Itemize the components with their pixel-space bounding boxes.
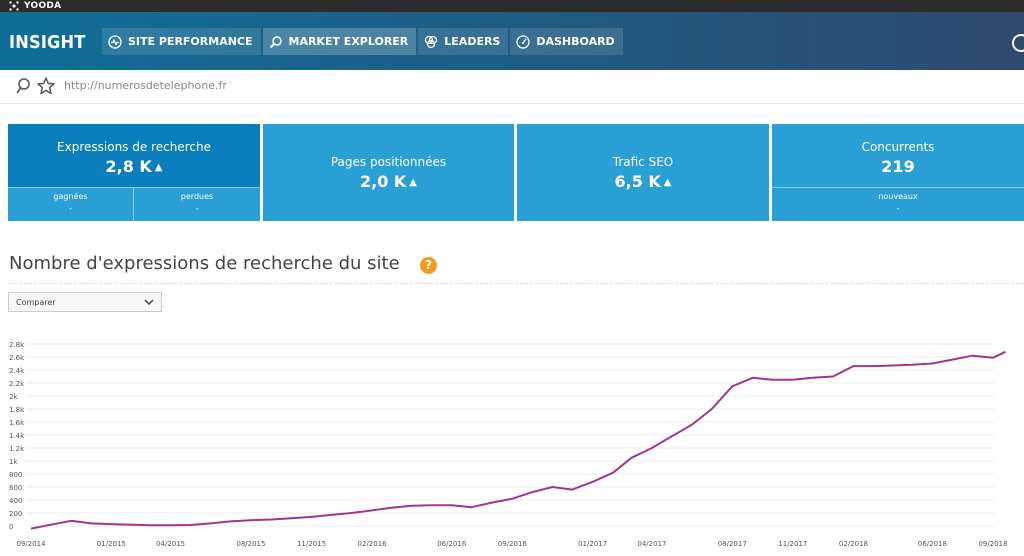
power-icon[interactable] <box>1012 34 1024 52</box>
kpi-sub-new: nouveaux - <box>772 187 1024 221</box>
kpi-title: Trafic SEO <box>612 155 674 169</box>
brand-name: YOODA <box>24 1 62 11</box>
y-tick-label: 2.8k <box>9 341 25 349</box>
kpi-value: 219 <box>881 157 915 176</box>
magnifier-icon <box>269 35 282 48</box>
trend-up-icon: ▲ <box>409 177 417 188</box>
kpi-title: Expressions de recherche <box>57 140 211 154</box>
chevron-down-icon <box>144 299 154 306</box>
x-tick-label: 11/2017 <box>778 540 807 548</box>
line-chart: 0 200 400 600 800 1k 1.2k 1.4k 1.6k 1.8k 2k 2.2k 2.4… <box>9 341 1008 548</box>
compare-label: Comparer <box>16 298 56 307</box>
nav-label: MARKET EXPLORER <box>288 35 409 48</box>
nav-dashboard[interactable]: DASHBOARD <box>510 28 623 55</box>
main-nav: SITE PERFORMANCE MARKET EXPLORER LEADERS… <box>102 28 625 55</box>
search-icon[interactable] <box>16 78 30 94</box>
trend-up-icon: ▲ <box>154 162 163 173</box>
circles-icon <box>425 35 438 48</box>
y-tick-label: 1.8k <box>9 406 25 414</box>
x-tick-label: 04/2015 <box>156 540 185 548</box>
y-tick-label: 1.6k <box>9 419 25 427</box>
app-title[interactable]: INSIGHT <box>9 32 86 53</box>
x-tick-label: 09/2014 <box>16 540 46 548</box>
x-tick-label: 09/2016 <box>498 540 528 548</box>
series-line <box>30 350 1006 530</box>
y-tick-label: 800 <box>9 471 22 479</box>
x-tick-label: 04/2017 <box>637 540 666 548</box>
x-tick-label: 02/2018 <box>839 540 868 548</box>
y-tick-label: 1.4k <box>9 432 25 440</box>
x-tick-label: 08/2015 <box>236 540 265 548</box>
kpi-value: 2,8 K ▲ <box>105 157 163 176</box>
x-tick-label: 01/2017 <box>578 540 607 548</box>
kpi-value: 6,5 K ▲ <box>614 172 672 191</box>
trend-up-icon: ▲ <box>663 177 672 188</box>
y-tick-label: 0 <box>9 523 13 531</box>
y-tick-label: 600 <box>9 484 22 492</box>
kpi-row: Expressions de recherche 2,8 K ▲ gagnées … <box>8 124 1024 221</box>
y-tick-label: 200 <box>9 510 22 518</box>
y-tick-label: 1k <box>9 458 18 466</box>
divider <box>9 283 1024 284</box>
kpi-sub-lost: perdues - <box>134 187 260 221</box>
url-bar: http://numerosdetelephone.fr <box>0 70 1024 104</box>
kpi-title: Pages positionnées <box>330 155 447 169</box>
site-url: http://numerosdetelephone.fr <box>64 79 227 92</box>
x-tick-label: 08/2017 <box>718 540 747 548</box>
x-tick-label: 02/2016 <box>358 540 388 548</box>
kpi-title: Concurrents <box>861 140 935 154</box>
y-tick-label: 2.4k <box>9 367 25 375</box>
nav-market-explorer[interactable]: MARKET EXPLORER <box>262 28 417 55</box>
section-title: Nombre d'expressions de recherche du sit… <box>9 253 400 274</box>
kpi-expressions[interactable]: Expressions de recherche 2,8 K ▲ gagnées … <box>8 124 260 221</box>
gauge-icon <box>516 34 531 49</box>
y-tick-label: 1.2k <box>9 445 25 453</box>
y-tick-label: 2.6k <box>9 354 25 362</box>
nav-label: DASHBOARD <box>536 35 615 48</box>
y-tick-label: 2k <box>9 393 18 401</box>
y-tick-label: 2.2k <box>9 380 25 388</box>
kpi-traffic[interactable]: Trafic SEO 6,5 K ▲ <box>517 124 769 221</box>
x-tick-label: 11/2015 <box>297 540 326 548</box>
x-tick-label: 06/2018 <box>918 540 947 548</box>
help-icon[interactable]: ? <box>420 257 437 274</box>
nav-label: SITE PERFORMANCE <box>128 35 253 48</box>
pulse-icon <box>108 34 122 49</box>
yooda-logo-icon <box>9 1 19 11</box>
kpi-sub-gained: gagnées - <box>8 187 134 221</box>
app-header: INSIGHT SITE PERFORMANCE MARKET EXPLORER… <box>0 12 1024 70</box>
y-tick-label: 400 <box>9 497 22 505</box>
top-bar: YOODA <box>0 0 1024 12</box>
x-tick-label: 06/2016 <box>437 540 467 548</box>
compare-dropdown[interactable]: Comparer <box>8 292 162 312</box>
kpi-pages[interactable]: Pages positionnées 2,0 K ▲ <box>263 124 514 221</box>
nav-leaders[interactable]: LEADERS <box>418 28 509 55</box>
nav-site-performance[interactable]: SITE PERFORMANCE <box>102 28 261 55</box>
kpi-competitors[interactable]: Concurrents 219 nouveaux - <box>772 124 1024 221</box>
kpi-value: 2,0 K ▲ <box>359 172 417 191</box>
star-icon[interactable] <box>37 77 55 95</box>
x-tick-label: 01/2015 <box>97 540 126 548</box>
x-tick-label: 09/2018 <box>978 540 1007 548</box>
nav-label: LEADERS <box>444 35 501 48</box>
